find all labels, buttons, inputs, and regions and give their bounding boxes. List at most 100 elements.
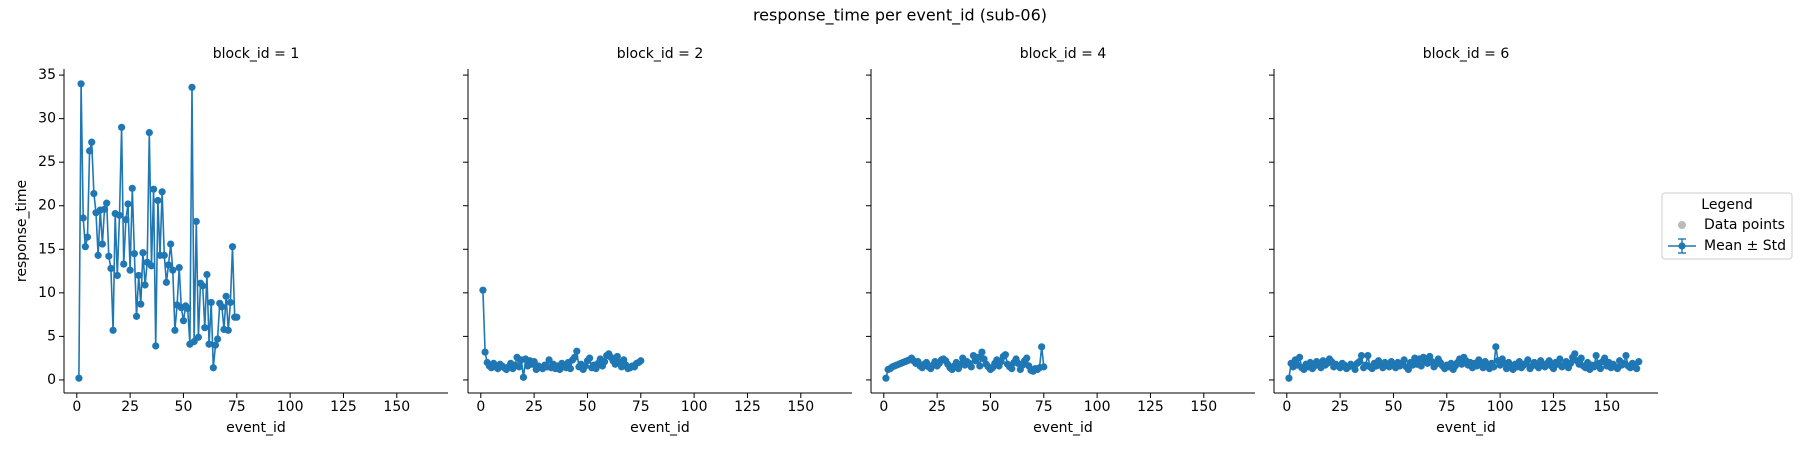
data-point (128, 184, 136, 192)
data-point (211, 341, 220, 349)
data-point (152, 342, 160, 350)
data-point (209, 364, 217, 372)
data-point (194, 333, 202, 341)
data-point (100, 205, 109, 213)
data-point (637, 357, 645, 365)
data-point (109, 326, 117, 334)
facet: block_id = 6 event_id 0 25 50 75 100 125 150 (1269, 46, 1658, 436)
x-tick-label: 25 (525, 399, 543, 415)
data-point (145, 128, 153, 137)
data-point (147, 262, 156, 270)
data-point (515, 363, 523, 371)
x-tick-label: 50 (982, 399, 1000, 415)
x-tick-label: 0 (1282, 399, 1291, 415)
data-point (105, 252, 113, 260)
x-axis-label: event_id (1033, 420, 1093, 436)
legend-box (1661, 192, 1793, 260)
y-tick-label: 30 (38, 111, 56, 127)
x-tick-label: 150 (1593, 399, 1620, 415)
data-point (1285, 374, 1293, 382)
data-point (1524, 356, 1532, 364)
data-point (90, 189, 98, 198)
data-point (1023, 354, 1031, 362)
x-tick-label: 125 (330, 399, 357, 415)
legend-marker (1678, 221, 1686, 229)
legend-title: Legend (1701, 197, 1752, 213)
data-point (94, 251, 102, 259)
data-point (75, 374, 83, 382)
data-point (79, 214, 87, 222)
x-tick-label: 50 (579, 399, 597, 415)
data-point (1351, 365, 1359, 374)
x-tick-label: 100 (277, 399, 304, 415)
y-tick-label: 15 (38, 241, 56, 257)
data-point (1566, 359, 1575, 367)
data-point (226, 298, 234, 307)
data-point (214, 335, 222, 343)
data-point (141, 281, 149, 289)
data-point (175, 263, 183, 272)
data-point (184, 304, 192, 313)
x-tick-label: 100 (1084, 399, 1111, 415)
y-axis-label: response_time (14, 180, 30, 282)
data-point (519, 373, 528, 381)
data-point (205, 340, 213, 348)
data-point (1556, 355, 1564, 363)
data-point (118, 123, 126, 131)
x-tick-label: 50 (1385, 399, 1403, 415)
legend-marker (1678, 242, 1686, 250)
data-point (162, 278, 170, 286)
data-point (1364, 351, 1372, 360)
data-point (974, 353, 982, 361)
data-point (154, 196, 162, 205)
data-point (1577, 354, 1585, 362)
x-tick-label: 0 (879, 399, 888, 415)
x-axis-label: event_id (1436, 420, 1496, 436)
data-point (1296, 353, 1304, 361)
data-point (1040, 363, 1048, 371)
data-point (600, 358, 609, 366)
data-point (1001, 351, 1010, 359)
data-point (124, 200, 132, 208)
x-tick-label: 150 (383, 399, 410, 415)
data-point (179, 317, 188, 325)
data-point (158, 188, 166, 196)
data-point (976, 362, 984, 370)
data-point (967, 363, 975, 371)
data-point (586, 354, 594, 362)
data-point (613, 352, 621, 361)
x-tick-label: 100 (681, 399, 708, 415)
x-tick-label: 75 (1438, 399, 1456, 415)
data-point (1596, 365, 1604, 373)
data-point (207, 298, 215, 307)
y-tick-label: 0 (47, 372, 56, 388)
y-tick-label: 25 (38, 154, 56, 170)
x-tick-label: 100 (1487, 399, 1514, 415)
data-point (107, 264, 115, 273)
data-point (233, 313, 241, 321)
data-point (573, 347, 581, 355)
y-tick-label: 20 (38, 198, 56, 214)
data-point (222, 292, 230, 300)
data-point (86, 147, 94, 155)
x-tick-label: 50 (175, 399, 193, 415)
data-point (1355, 358, 1363, 366)
data-point (224, 326, 232, 334)
data-point (566, 365, 575, 373)
data-point (164, 261, 173, 269)
facet-title: block_id = 4 (1020, 46, 1107, 62)
data-point (167, 240, 175, 248)
data-point (1492, 343, 1500, 351)
x-tick-label: 25 (928, 399, 946, 415)
data-point (571, 353, 579, 361)
data-line (78, 83, 237, 379)
data-point (481, 348, 489, 356)
data-point (1592, 351, 1600, 360)
data-point (83, 233, 92, 241)
x-tick-label: 0 (476, 399, 485, 415)
data-point (98, 240, 106, 248)
y-tick-label: 10 (38, 285, 56, 301)
data-point (1635, 358, 1643, 366)
facet-title: block_id = 2 (617, 46, 703, 62)
